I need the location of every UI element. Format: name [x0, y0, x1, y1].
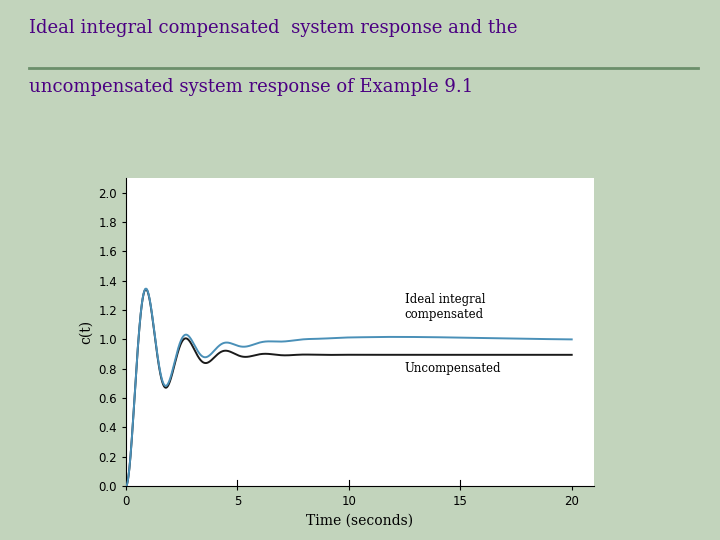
Text: Ideal integral compensated  system response and the: Ideal integral compensated system respon… [29, 19, 517, 37]
Text: Uncompensated: Uncompensated [405, 362, 501, 375]
Y-axis label: c(t): c(t) [78, 320, 93, 344]
Text: uncompensated system response of Example 9.1: uncompensated system response of Example… [29, 78, 473, 96]
X-axis label: Time (seconds): Time (seconds) [307, 514, 413, 528]
Text: Ideal integral
compensated: Ideal integral compensated [405, 293, 485, 321]
